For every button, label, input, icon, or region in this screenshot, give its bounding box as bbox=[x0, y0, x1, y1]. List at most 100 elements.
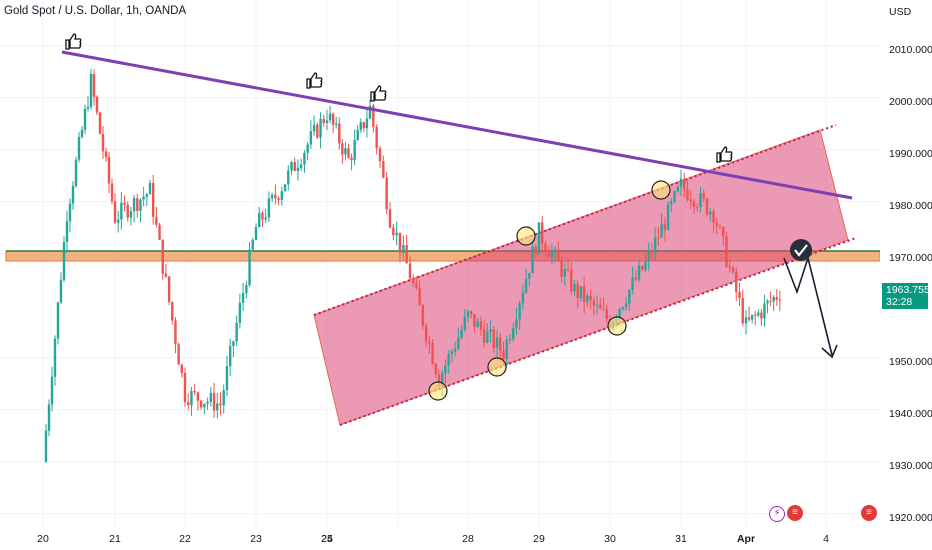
candle-body[interactable] bbox=[534, 246, 537, 254]
candle-body[interactable] bbox=[602, 308, 605, 310]
candle-body[interactable] bbox=[735, 271, 738, 292]
candle-body[interactable] bbox=[450, 351, 454, 355]
candle-body[interactable] bbox=[772, 297, 775, 302]
candle-body[interactable] bbox=[582, 286, 586, 303]
candle-body[interactable] bbox=[544, 243, 547, 252]
candle-body[interactable] bbox=[595, 304, 599, 306]
candle-body[interactable] bbox=[670, 201, 673, 205]
candle-body[interactable] bbox=[634, 277, 638, 280]
candle-body[interactable] bbox=[457, 337, 460, 349]
candle-body[interactable] bbox=[86, 106, 90, 109]
candle-body[interactable] bbox=[44, 430, 48, 462]
candle-body[interactable] bbox=[68, 203, 72, 222]
candle-body[interactable] bbox=[476, 321, 479, 328]
candle-body[interactable] bbox=[683, 178, 686, 190]
candle-body[interactable] bbox=[641, 265, 644, 270]
candle-body[interactable] bbox=[657, 237, 660, 239]
candle-body[interactable] bbox=[171, 301, 174, 321]
candle-body[interactable] bbox=[319, 118, 322, 138]
candle-body[interactable] bbox=[164, 273, 168, 277]
candle-body[interactable] bbox=[444, 365, 447, 374]
chart-area[interactable]: Gold Spot / U.S. Dollar, 1h, OANDA ⚡ ≡ ≡ bbox=[0, 0, 880, 528]
candle-body[interactable] bbox=[151, 182, 155, 217]
candle-body[interactable] bbox=[238, 302, 242, 323]
candle-body[interactable] bbox=[174, 320, 177, 345]
candle-body[interactable] bbox=[621, 307, 625, 309]
candle-body[interactable] bbox=[553, 249, 557, 253]
candle-body[interactable] bbox=[647, 250, 650, 262]
candle-body[interactable] bbox=[754, 314, 757, 316]
candle-body[interactable] bbox=[550, 252, 554, 257]
candle-body[interactable] bbox=[434, 363, 437, 375]
candle-body[interactable] bbox=[644, 261, 647, 270]
candle-body[interactable] bbox=[129, 211, 133, 218]
candle-body[interactable] bbox=[766, 300, 769, 304]
candle-body[interactable] bbox=[725, 236, 728, 267]
candle-body[interactable] bbox=[460, 329, 463, 338]
candle-body[interactable] bbox=[747, 317, 751, 320]
candle-body[interactable] bbox=[216, 403, 219, 411]
candle-body[interactable] bbox=[309, 131, 313, 145]
candle-body[interactable] bbox=[203, 403, 206, 408]
candle-body[interactable] bbox=[769, 300, 772, 302]
candle-body[interactable] bbox=[663, 224, 667, 230]
candle-body[interactable] bbox=[196, 392, 200, 401]
candle-body[interactable] bbox=[180, 364, 184, 373]
candle-body[interactable] bbox=[183, 372, 187, 403]
candle-body[interactable] bbox=[98, 112, 102, 134]
candle-body[interactable] bbox=[722, 227, 725, 237]
candle-body[interactable] bbox=[306, 144, 309, 153]
candle-body[interactable] bbox=[718, 226, 722, 228]
candle-body[interactable] bbox=[123, 202, 126, 205]
price-chart[interactable] bbox=[0, 0, 880, 528]
candle-body[interactable] bbox=[566, 269, 570, 271]
candle-body[interactable] bbox=[56, 302, 60, 339]
flag-icon[interactable]: ≡ bbox=[787, 505, 803, 521]
candle-body[interactable] bbox=[421, 305, 425, 326]
candle-body[interactable] bbox=[65, 221, 69, 242]
candle-body[interactable] bbox=[466, 311, 470, 318]
candle-body[interactable] bbox=[599, 304, 602, 309]
candle-body[interactable] bbox=[518, 303, 521, 320]
candle-body[interactable] bbox=[228, 345, 232, 367]
candle-body[interactable] bbox=[199, 400, 203, 408]
candle-body[interactable] bbox=[541, 222, 544, 244]
candle-body[interactable] bbox=[424, 325, 428, 342]
candle-body[interactable] bbox=[760, 312, 763, 319]
candle-body[interactable] bbox=[132, 198, 136, 212]
candle-body[interactable] bbox=[650, 250, 654, 253]
candle-body[interactable] bbox=[222, 390, 225, 406]
candle-body[interactable] bbox=[385, 177, 388, 210]
candle-body[interactable] bbox=[631, 277, 634, 290]
candle-body[interactable] bbox=[126, 204, 129, 218]
candle-body[interactable] bbox=[412, 278, 415, 284]
candle-body[interactable] bbox=[167, 276, 171, 302]
candle-body[interactable] bbox=[428, 341, 431, 344]
candle-body[interactable] bbox=[624, 303, 628, 308]
candle-body[interactable] bbox=[415, 283, 418, 289]
candle-body[interactable] bbox=[274, 194, 277, 199]
candle-body[interactable] bbox=[731, 267, 735, 272]
candle-body[interactable] bbox=[356, 130, 359, 140]
candle-body[interactable] bbox=[557, 249, 560, 261]
candle-body[interactable] bbox=[473, 313, 476, 328]
candle-body[interactable] bbox=[365, 118, 369, 129]
candle-body[interactable] bbox=[113, 201, 117, 223]
candle-body[interactable] bbox=[689, 199, 692, 202]
candle-body[interactable] bbox=[293, 162, 296, 171]
candle-body[interactable] bbox=[264, 217, 267, 220]
candle-body[interactable] bbox=[676, 186, 679, 192]
candle-body[interactable] bbox=[95, 96, 99, 113]
candle-body[interactable] bbox=[479, 321, 483, 330]
candle-body[interactable] bbox=[408, 263, 412, 279]
candle-body[interactable] bbox=[486, 331, 489, 343]
candle-body[interactable] bbox=[741, 298, 744, 324]
candle-body[interactable] bbox=[53, 338, 57, 377]
candle-body[interactable] bbox=[398, 232, 402, 253]
candle-body[interactable] bbox=[59, 279, 63, 303]
candle-body[interactable] bbox=[709, 211, 712, 215]
candle-body[interactable] bbox=[359, 122, 362, 131]
candle-body[interactable] bbox=[139, 199, 142, 211]
candle-body[interactable] bbox=[212, 393, 216, 411]
time-axis[interactable]: 20 21 22 23 24 25 27 28 29 30 31 Apr 4 bbox=[0, 528, 880, 550]
